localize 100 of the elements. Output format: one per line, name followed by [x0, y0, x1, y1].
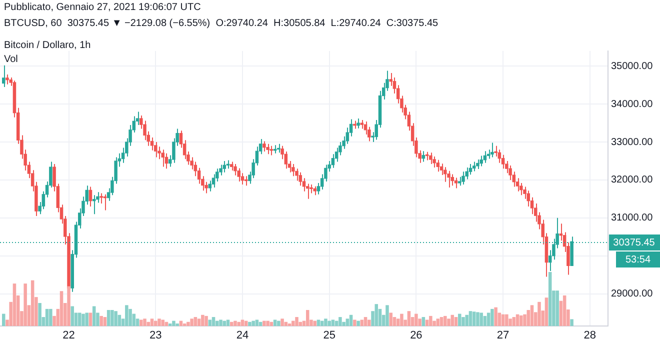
bar — [472, 312, 476, 326]
candlestick — [6, 74, 9, 85]
bar — [78, 312, 82, 326]
chart-title: Vol — [4, 54, 18, 65]
bar — [447, 318, 450, 326]
bar — [349, 314, 353, 326]
bar — [494, 307, 498, 326]
candlestick — [450, 174, 454, 186]
candlestick — [161, 149, 164, 168]
bar — [88, 312, 92, 326]
bar — [172, 320, 176, 326]
bar — [316, 320, 320, 326]
y-tick-label: 31000.00 — [611, 212, 654, 224]
bar — [12, 284, 16, 326]
bar — [208, 320, 212, 326]
bar — [483, 316, 487, 326]
y-tick-label: 29000.00 — [611, 288, 654, 300]
bar — [140, 320, 143, 326]
candlestick — [432, 156, 436, 168]
bar — [237, 322, 240, 326]
bar — [30, 280, 34, 326]
bar — [128, 308, 132, 326]
bar — [186, 322, 190, 326]
y-tick-label: 34000.00 — [611, 98, 654, 110]
candlestick — [508, 165, 512, 180]
candlestick — [472, 161, 476, 172]
bar — [70, 306, 74, 326]
candlestick — [154, 142, 158, 158]
bar — [161, 320, 164, 326]
bar — [338, 317, 342, 326]
y-tick-label: 35000.00 — [611, 60, 654, 72]
bar — [114, 311, 118, 326]
bar — [374, 304, 378, 326]
bar — [266, 320, 270, 326]
bar — [386, 305, 389, 326]
candlestick — [222, 160, 226, 173]
candlestick — [444, 166, 447, 182]
bar — [49, 308, 52, 326]
candlestick — [331, 154, 335, 168]
bar — [368, 320, 371, 326]
x-tick-label: 22 — [62, 330, 75, 342]
bar — [440, 317, 444, 326]
candlestick — [266, 143, 270, 155]
bar — [353, 320, 356, 326]
bar — [429, 316, 432, 326]
bar — [60, 291, 64, 326]
bar — [520, 315, 523, 326]
bar — [240, 320, 244, 326]
candlestick — [429, 152, 432, 165]
bar — [273, 320, 277, 326]
candlestick — [234, 164, 237, 176]
x-tick-label: 24 — [236, 330, 249, 342]
bar — [143, 318, 146, 326]
bar — [324, 318, 328, 326]
x-tick-label: 23 — [149, 330, 162, 342]
text: Pubblicato, Gennaio 27, 2021 19:06:07 UTC — [4, 2, 201, 13]
bar — [92, 306, 96, 326]
bar — [444, 316, 447, 326]
ref-line-label: 30375.45 — [613, 237, 656, 248]
bar — [462, 317, 465, 326]
bar — [204, 316, 208, 326]
candlestick — [88, 186, 92, 208]
bar — [425, 320, 429, 326]
candlestick — [480, 155, 483, 167]
bar — [248, 322, 252, 326]
bar — [458, 314, 462, 326]
candlestick — [440, 163, 444, 176]
bar — [255, 320, 259, 326]
text: 53:54 — [625, 254, 651, 266]
bar — [234, 320, 237, 326]
chart-title: Bitcoin / Dollaro, 1h — [4, 40, 91, 51]
x-tick-label: 28 — [584, 330, 596, 342]
bar — [480, 312, 483, 326]
candlestick — [212, 174, 216, 188]
bar — [82, 314, 85, 326]
bar — [505, 314, 508, 326]
bar — [512, 317, 516, 326]
candlestick — [356, 118, 360, 129]
bar — [501, 314, 505, 326]
bar — [313, 320, 316, 326]
bar — [450, 314, 454, 326]
bar — [277, 320, 280, 326]
bar — [295, 317, 298, 326]
candlestick — [454, 177, 458, 189]
bar — [280, 318, 284, 326]
bar — [360, 320, 364, 326]
bar — [570, 319, 574, 326]
candlestick — [476, 158, 480, 170]
bar — [389, 312, 392, 326]
bar — [252, 320, 255, 326]
bar — [262, 320, 266, 326]
bar — [328, 320, 331, 326]
bar — [490, 308, 494, 326]
bar — [476, 312, 480, 326]
bar — [346, 318, 350, 326]
bar — [530, 305, 534, 326]
bar — [125, 305, 128, 326]
candlestick — [490, 142, 494, 158]
bar — [516, 314, 520, 326]
candlestick — [237, 168, 240, 182]
